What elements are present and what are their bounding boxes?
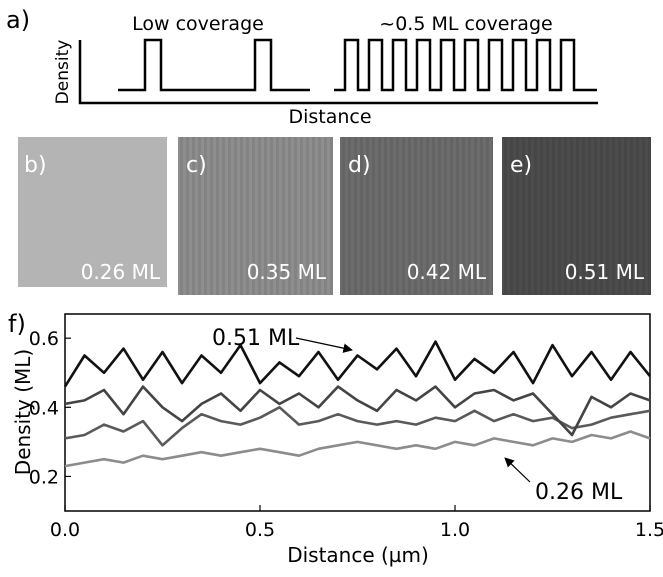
coverage-label: 0.42 ML xyxy=(407,260,487,284)
high-wave xyxy=(334,38,597,92)
y-axis-label: Density (ML) xyxy=(11,349,35,475)
image-label: c) xyxy=(186,153,207,178)
x-tick-label: 0.0 xyxy=(50,519,80,541)
panel-a: a) Density Distance Low coverage ~0.5 ML… xyxy=(6,6,598,128)
axes xyxy=(78,40,598,105)
image-texture xyxy=(340,137,493,295)
annotation: 0.51 ML xyxy=(212,326,300,351)
y-label: Density xyxy=(53,40,73,105)
annotation-arrow xyxy=(295,337,353,353)
data-line xyxy=(63,340,652,388)
image-panels: b) c) d) e) 0.26 ML 0.35 ML 0.42 ML 0.51… xyxy=(18,137,651,295)
panel-label: a) xyxy=(6,6,30,34)
image-label: e) xyxy=(510,153,532,178)
image-texture xyxy=(502,137,651,295)
data-line xyxy=(64,406,651,447)
coverage-label: 0.51 ML xyxy=(565,260,645,284)
x-label: Distance xyxy=(288,106,371,128)
coverage-label: 0.35 ML xyxy=(247,260,327,284)
y-tick-label: 0.4 xyxy=(29,397,59,419)
image-label: b) xyxy=(24,153,47,178)
image-label: d) xyxy=(348,153,371,178)
panel-f: f) Density (ML) Distance (µm) 0.51 ML 0.… xyxy=(8,310,663,567)
left-title: Low coverage xyxy=(132,13,264,35)
right-title: ~0.5 ML coverage xyxy=(379,13,552,35)
panel-label: f) xyxy=(8,310,26,338)
image-texture xyxy=(178,137,333,295)
annotation: 0.26 ML xyxy=(535,480,623,505)
coverage-label: 0.26 ML xyxy=(81,260,161,284)
low-wave xyxy=(118,38,310,92)
x-tick-label: 1.5 xyxy=(635,519,663,541)
y-tick-label: 0.6 xyxy=(29,328,59,350)
x-tick-label: 1.0 xyxy=(440,519,470,541)
annotation-arrow xyxy=(504,457,531,483)
data-line xyxy=(64,430,651,468)
x-tick-label: 0.5 xyxy=(245,519,275,541)
image xyxy=(18,137,167,287)
y-tick-label: 0.2 xyxy=(29,466,59,488)
data-line xyxy=(64,385,651,437)
plot-frame xyxy=(64,313,651,512)
x-axis-label: Distance (µm) xyxy=(287,543,429,567)
